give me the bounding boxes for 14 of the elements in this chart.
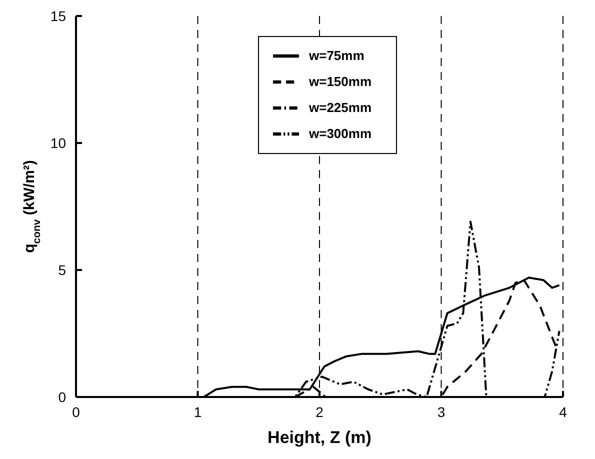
y-tick-label: 15 (50, 8, 66, 24)
legend-label: w=150mm (309, 74, 372, 90)
y-tick-label: 0 (58, 388, 66, 405)
x-tick-label: 1 (194, 404, 202, 420)
x-tick-label: 3 (437, 404, 446, 420)
x-tick-label: 0 (72, 404, 80, 420)
legend-label: w=225mm (309, 100, 372, 116)
y-tick-label: 10 (50, 134, 66, 151)
x-axis-title: Height, Z (m) (268, 428, 372, 447)
legend-label: w=300mm (309, 126, 372, 142)
y-tick-label: 5 (58, 262, 66, 278)
legend-label: w=75mm (309, 48, 364, 64)
x-tick-label: 2 (316, 404, 324, 420)
x-tick-label: 4 (559, 404, 568, 420)
